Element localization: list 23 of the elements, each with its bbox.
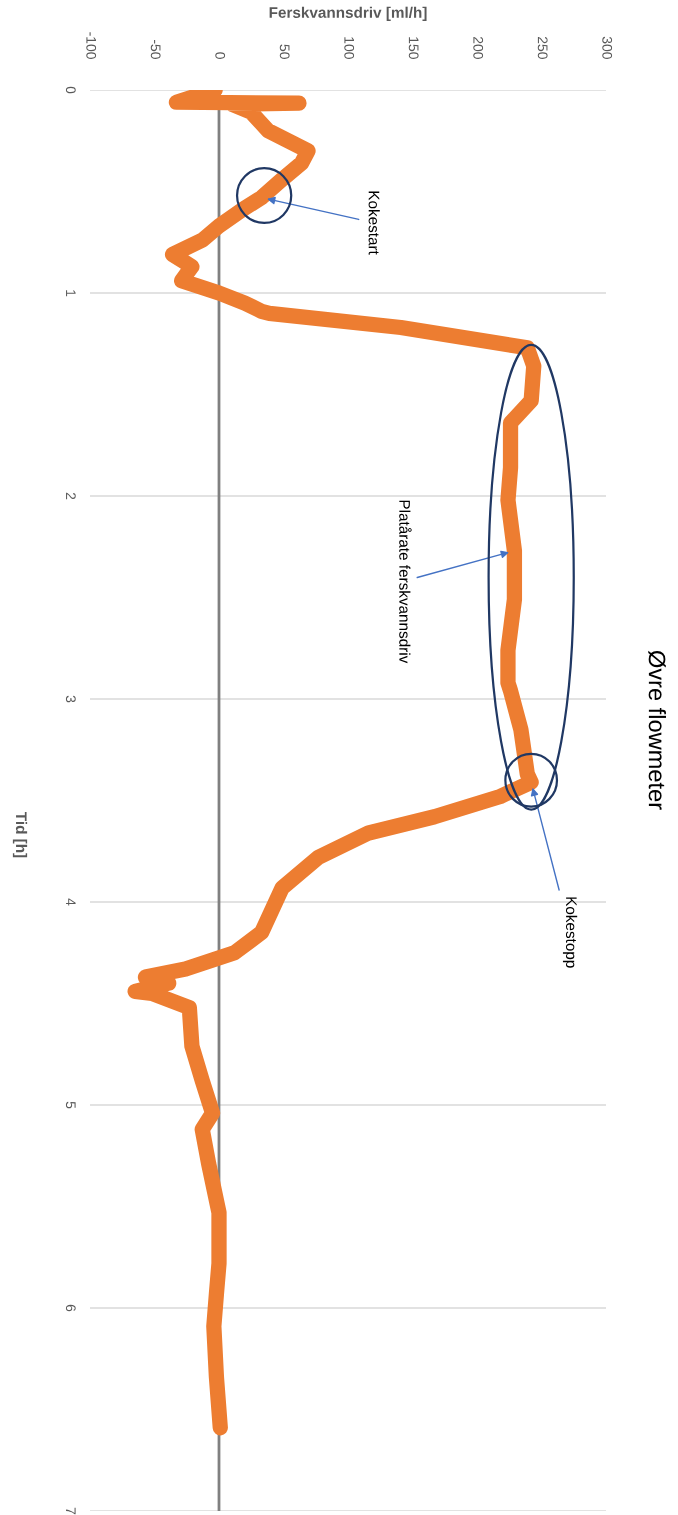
y-tick-label: 2 [66,492,76,500]
annotation: Kokestopp [562,897,578,968]
y-tick-label: 1 [66,290,76,297]
x-tick-label: 300 [602,36,613,59]
y-tick-label: 0 [65,86,76,94]
text: Øvre flowmeter [648,650,667,810]
x-tick-label: 0 [215,52,226,59]
y-axis-title: Tid [h] [12,811,28,858]
annotation: Platårate ferskvannsdriv [399,500,412,664]
x-tick-label: 250 [537,36,548,59]
x-tick-label: 100 [344,37,355,59]
x-tick-label: -50 [150,39,161,59]
x-tick-label: 200 [473,36,484,59]
x-tick-label: 150 [408,37,419,59]
x-tick-label: 50 [279,44,290,59]
annotation: Kokestart [368,191,380,255]
y-tick-label: 7 [66,1507,76,1515]
x-axis-title: Ferskvannsdriv [ml/h] [269,6,427,21]
y-tick-label: 4 [66,898,76,906]
y-tick-label: 6 [65,1304,76,1312]
y-tick-label: 5 [65,1101,76,1109]
x-tick-label: -100 [86,32,97,59]
y-tick-label: 3 [65,695,76,703]
